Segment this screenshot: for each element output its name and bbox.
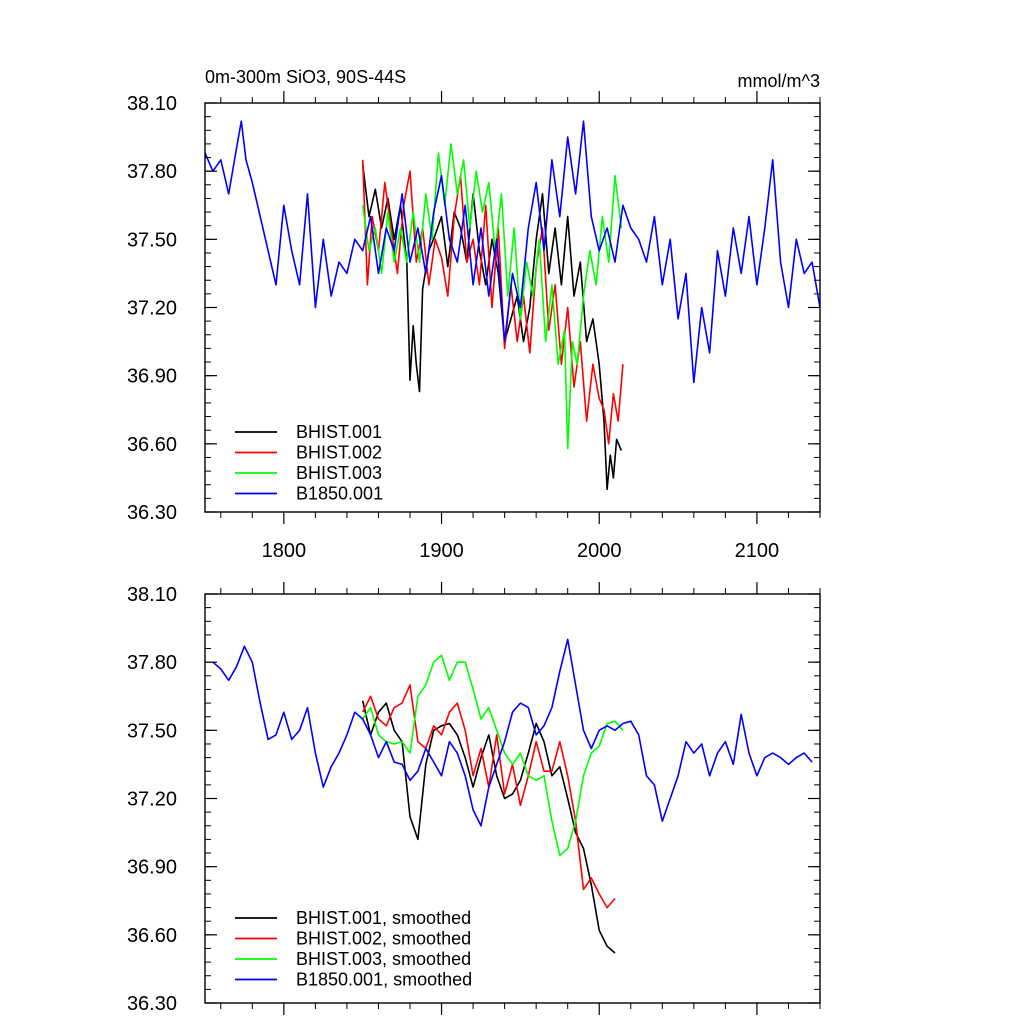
y-tick-label: 36.60: [127, 434, 177, 456]
x-tick-label: 2000: [577, 540, 622, 562]
x-tick-label: 2100: [735, 540, 780, 562]
y-tick-label: 36.90: [127, 857, 177, 879]
y-tick-label: 37.20: [127, 789, 177, 811]
bottom-panel: 36.30 36.60 36.90 37.20 37.50 37.80 38.10 BHIST…: [127, 582, 821, 1015]
legend-label: BHIST.002: [296, 443, 382, 463]
series-line-bhist-002: [361, 159, 624, 445]
y-tick-label: 36.30: [127, 993, 177, 1015]
legend-label: BHIST.003, smoothed: [296, 949, 471, 969]
y-tick-label: 37.80: [127, 652, 177, 674]
series-line-bhist-003-smoothed: [362, 654, 624, 857]
y-tick-label: 37.80: [127, 161, 177, 183]
legend-label: BHIST.001: [296, 422, 382, 442]
legend-label: B1850.001, smoothed: [296, 970, 472, 990]
series-line-b1850-001: [204, 120, 821, 384]
series-line-bhist-001: [361, 164, 623, 491]
y-tick-label: 36.90: [127, 366, 177, 388]
legend-label: B1850.001: [296, 484, 383, 504]
y-tick-label: 38.10: [127, 584, 177, 606]
top-panel: 0m-300m SiO3, 90S-44S mmol/m^3 36.30 36.6…: [127, 67, 821, 562]
series-line-bhist-002-smoothed: [361, 684, 616, 909]
y-tick-label: 37.50: [127, 229, 177, 251]
legend-label: BHIST.001, smoothed: [296, 908, 471, 928]
chart-title: 0m-300m SiO3, 90S-44S: [205, 67, 406, 87]
legend-label: BHIST.002, smoothed: [296, 929, 471, 949]
x-tick-label: 1900: [419, 540, 464, 562]
series-line-b1850-001-smoothed: [212, 638, 813, 827]
units-label: mmol/m^3: [738, 71, 820, 91]
series-line-bhist-001-smoothed: [361, 700, 616, 954]
y-tick-label: 36.30: [127, 502, 177, 524]
y-tick-label: 38.10: [127, 93, 177, 115]
legend-label: BHIST.003: [296, 463, 382, 483]
x-tick-label: 1800: [262, 540, 307, 562]
y-tick-label: 37.50: [127, 720, 177, 742]
y-tick-label: 36.60: [127, 925, 177, 947]
y-tick-label: 37.20: [127, 298, 177, 320]
